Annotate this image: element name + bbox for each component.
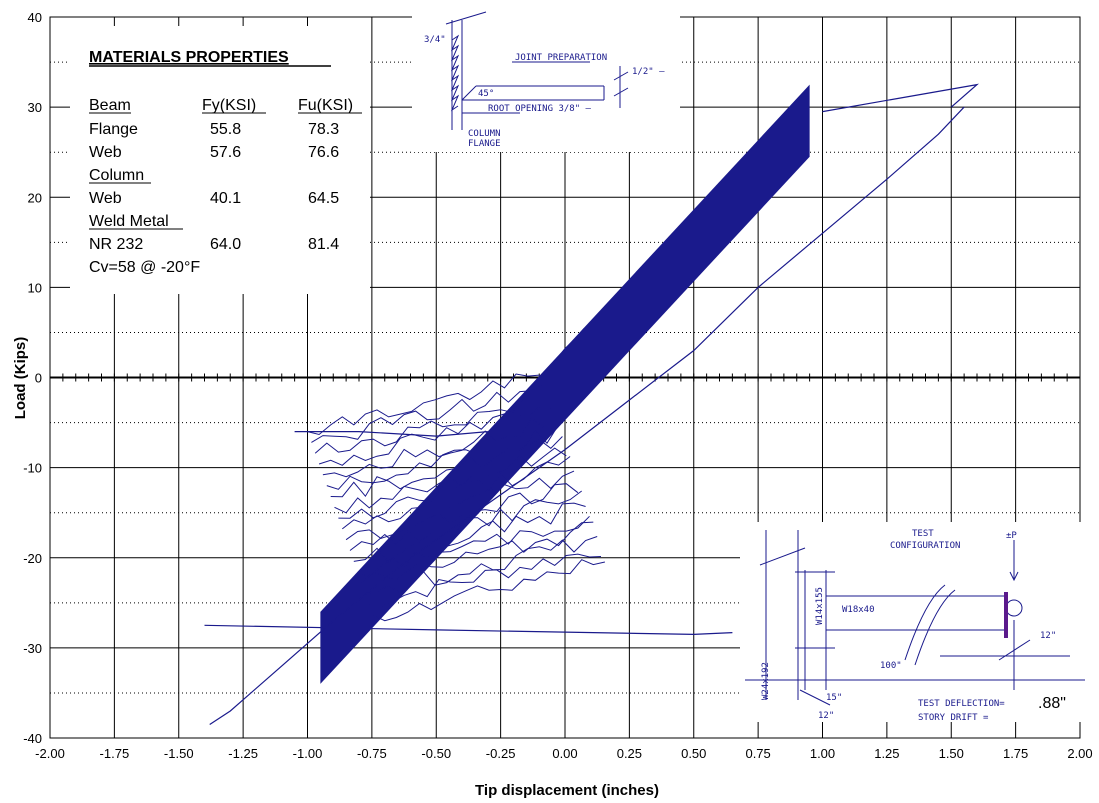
x-tick-label: 0.25	[617, 746, 642, 761]
test-dim-12-label: 12"	[1040, 631, 1056, 641]
joint-col-label: COLUMN	[468, 129, 501, 139]
materials-cell: 81.4	[308, 236, 339, 253]
x-tick-label: 1.25	[874, 746, 899, 761]
joint-thk-label: 3/4"	[424, 35, 446, 45]
series-line	[369, 553, 602, 608]
series-line	[334, 447, 567, 514]
materials-cell: 78.3	[308, 121, 339, 138]
materials-cell: Web	[89, 144, 122, 161]
materials-cell: 40.1	[210, 190, 241, 207]
materials-cell: Column	[89, 167, 144, 184]
x-tick-label: -1.75	[100, 746, 130, 761]
series-line	[307, 373, 540, 436]
materials-cell: 57.6	[210, 144, 241, 161]
x-tick-label: 2.00	[1067, 746, 1092, 761]
axes: -2.00 -1.75 -1.50 -1.25 -1.00 -0.75 -0.50 -0.25…	[23, 10, 1092, 761]
test-dim-15-label: 15"	[826, 693, 842, 703]
y-tick-label: -10	[23, 461, 42, 476]
x-tick-label: 1.50	[939, 746, 964, 761]
joint-angle-label: 45°	[478, 89, 494, 99]
y-tick-label: -20	[23, 551, 42, 566]
x-axis-title: Tip displacement (inches)	[475, 782, 659, 799]
series-line	[294, 431, 488, 437]
materials-cell: 55.8	[210, 121, 241, 138]
series-line	[361, 521, 594, 584]
x-tick-label: 0.00	[552, 746, 577, 761]
x-tick-label: -0.25	[486, 746, 516, 761]
data-series	[204, 83, 980, 726]
materials-cell: Weld Metal	[89, 213, 169, 230]
series-line	[311, 383, 544, 443]
series-line	[341, 470, 575, 530]
test-config-title-2: CONFIGURATION	[890, 541, 960, 551]
hysteresis-band	[320, 84, 810, 684]
materials-cell: NR 232	[89, 236, 143, 253]
materials-properties-table: MATERIALS PROPERTIES Beam Fy(KSI) Fu(KSI) F…	[70, 26, 370, 294]
x-tick-label: 1.75	[1003, 746, 1028, 761]
x-tick-label: -0.75	[357, 746, 387, 761]
materials-cell: 64.0	[210, 236, 241, 253]
series-line	[330, 436, 563, 498]
y-tick-label: 0	[35, 371, 42, 386]
x-tick-label: -1.50	[164, 746, 194, 761]
materials-title: MATERIALS PROPERTIES	[89, 49, 289, 66]
y-tick-label: -40	[23, 731, 42, 746]
x-tick-label: 1.00	[810, 746, 835, 761]
materials-cell: 64.5	[308, 190, 339, 207]
y-tick-label: 30	[28, 100, 42, 115]
materials-cell: Flange	[89, 121, 138, 138]
joint-root-label: ROOT OPENING 3/8" –	[488, 104, 592, 114]
materials-cell: 76.6	[308, 144, 339, 161]
joint-preparation-drawing: JOINT PREPARATION 45° ROOT OPENING 3/8" …	[412, 10, 680, 152]
test-configuration-drawing: TEST CONFIGURATION ±P W18x40 100" 12" 15…	[740, 522, 1092, 723]
y-tick-label: 20	[28, 190, 42, 205]
test-deflection-label: TEST DEFLECTION=	[918, 699, 1005, 709]
y-tick-label: -30	[23, 641, 42, 656]
x-tick-label: 0.75	[745, 746, 770, 761]
test-drift-label: STORY DRIFT =	[918, 713, 989, 723]
joint-prep-label: JOINT PREPARATION	[515, 53, 607, 63]
series-line	[209, 106, 965, 726]
test-load-label: ±P	[1006, 531, 1017, 541]
y-tick-label: 40	[28, 10, 42, 25]
test-deflection-value: .88"	[1038, 695, 1066, 712]
x-tick-label: -0.50	[421, 746, 451, 761]
series-line	[204, 624, 733, 636]
series-line	[822, 83, 980, 113]
x-tick-label: -1.25	[228, 746, 258, 761]
joint-flange-label: FLANGE	[468, 139, 501, 149]
test-config-title-1: TEST	[912, 529, 934, 539]
y-axis-title: Load (Kips)	[12, 337, 29, 420]
y-tick-label: 10	[28, 280, 42, 295]
materials-cell: Cv=58 @ -20°F	[89, 259, 200, 276]
joint-half-label: 1/2" –	[632, 67, 665, 77]
x-tick-label: -1.00	[293, 746, 323, 761]
series-line	[349, 490, 582, 551]
series-line	[326, 424, 560, 490]
x-tick-label: -2.00	[35, 746, 65, 761]
materials-header: Beam	[89, 97, 131, 114]
series-line	[365, 536, 598, 595]
series-line	[372, 559, 606, 622]
test-beam-label: W18x40	[842, 605, 875, 615]
x-tick-label: 0.50	[681, 746, 706, 761]
series-line	[318, 406, 551, 466]
test-dim-12b-label: 12"	[818, 711, 834, 721]
materials-header: Fy(KSI)	[202, 97, 256, 114]
test-span-label: 100"	[880, 661, 902, 671]
materials-cell: Web	[89, 190, 122, 207]
series-line	[357, 515, 590, 578]
series-line	[322, 417, 555, 478]
test-col-label: W24x192	[761, 662, 771, 700]
materials-header: Fu(KSI)	[298, 97, 353, 114]
series-line	[353, 502, 586, 563]
test-stub-label: W14x155	[815, 587, 825, 625]
series-line	[314, 397, 548, 454]
